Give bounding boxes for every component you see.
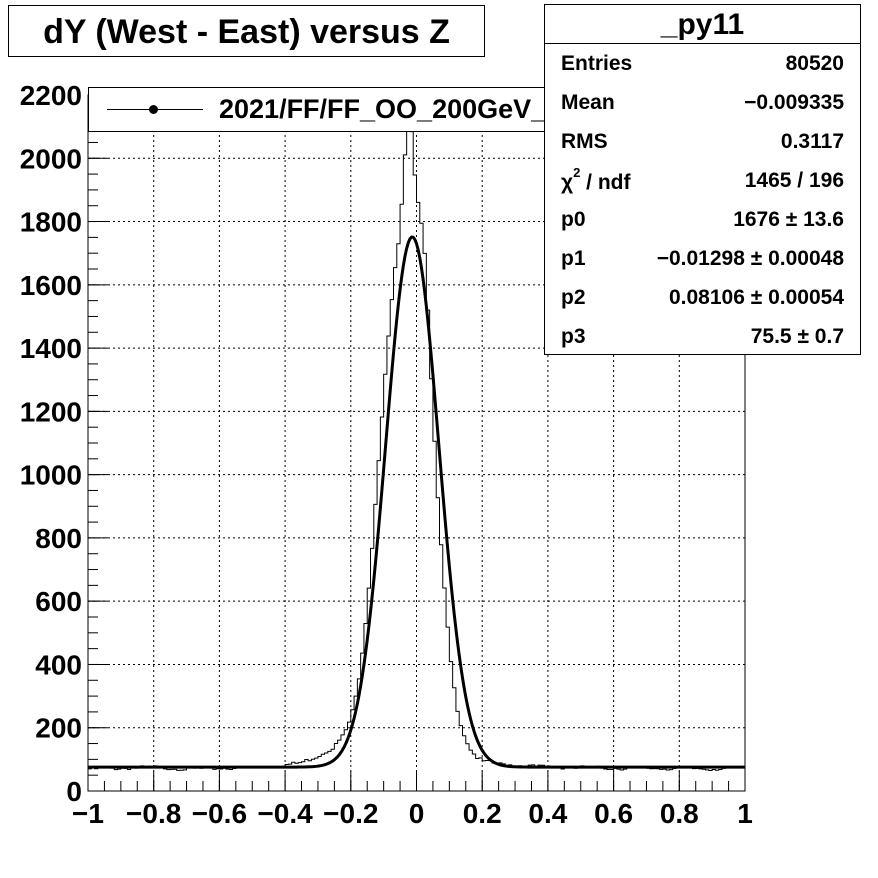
stats-row: p3 75.5 ± 0.7 bbox=[561, 325, 844, 355]
stats-value: −0.01298 ± 0.00048 bbox=[656, 247, 844, 270]
stats-key-suffix: / ndf bbox=[580, 171, 631, 194]
x-tick-label: −1 bbox=[72, 798, 104, 829]
fit-curve-series bbox=[88, 235, 745, 769]
chart-title: dY (West - East) versus Z bbox=[43, 13, 450, 51]
stats-key: p2 bbox=[561, 286, 586, 309]
x-tick-label: 0.8 bbox=[660, 798, 699, 829]
legend: 2021/FF/FF_OO_200GeV_2021 bbox=[88, 87, 614, 132]
stats-divider bbox=[545, 43, 860, 44]
fit-curve bbox=[88, 235, 745, 769]
stats-row: p2 0.08106 ± 0.00054 bbox=[561, 286, 844, 316]
stats-row: p1 −0.01298 ± 0.00048 bbox=[561, 247, 844, 277]
stats-row: RMS 0.3117 bbox=[561, 130, 844, 160]
stats-value: 1676 ± 13.6 bbox=[733, 208, 844, 231]
y-tick-label: 1800 bbox=[20, 207, 82, 238]
stats-row: p0 1676 ± 13.6 bbox=[561, 208, 844, 238]
stats-key: p0 bbox=[561, 208, 586, 231]
stats-value: 80520 bbox=[785, 52, 844, 75]
stats-row: χ2 / ndf 1465 / 196 bbox=[561, 165, 844, 199]
y-tick-label: 0 bbox=[66, 776, 82, 807]
chart-title-box: dY (West - East) versus Z bbox=[8, 5, 485, 57]
y-tick-label: 600 bbox=[35, 586, 82, 617]
y-tick-label: 800 bbox=[35, 523, 82, 554]
x-tick-label: 1 bbox=[737, 798, 753, 829]
stats-title: _py11 bbox=[660, 8, 745, 41]
stats-key: χ2 / ndf bbox=[561, 165, 631, 194]
x-tick-label: 0.2 bbox=[463, 798, 502, 829]
stats-value: 0.3117 bbox=[780, 130, 844, 153]
y-tick-label: 1200 bbox=[20, 396, 82, 427]
stats-value: 0.08106 ± 0.00054 bbox=[668, 286, 844, 309]
y-tick-label: 1600 bbox=[20, 270, 82, 301]
x-tick-label: 0.4 bbox=[528, 798, 567, 829]
stats-value: −0.009335 bbox=[744, 91, 844, 114]
y-tick-label: 1000 bbox=[20, 460, 82, 491]
x-tick-label: −0.4 bbox=[257, 798, 313, 829]
stats-key: p1 bbox=[561, 247, 586, 270]
stats-key: Entries bbox=[561, 52, 633, 75]
stats-row: Mean −0.009335 bbox=[561, 91, 844, 121]
y-tick-label: 400 bbox=[35, 649, 82, 680]
stats-row: Entries 80520 bbox=[561, 52, 844, 82]
x-tick-label: 0 bbox=[409, 798, 425, 829]
stats-key: Mean bbox=[561, 91, 615, 114]
y-tick-label: 200 bbox=[35, 713, 82, 744]
stats-value: 75.5 ± 0.7 bbox=[750, 325, 844, 348]
y-tick-label: 2200 bbox=[20, 80, 82, 111]
legend-marker-icon bbox=[149, 105, 158, 114]
stats-value: 1465 / 196 bbox=[744, 169, 844, 192]
x-tick-label: −0.6 bbox=[192, 798, 247, 829]
stats-box: _py11 Entries 80520 Mean −0.009335 RMS 0.3117… bbox=[544, 4, 861, 355]
legend-label: 2021/FF/FF_OO_200GeV_2021 bbox=[219, 94, 607, 124]
stats-key-superscript: 2 bbox=[573, 165, 581, 180]
stats-key: p3 bbox=[561, 325, 586, 348]
y-tick-label: 1400 bbox=[20, 333, 82, 364]
x-tick-label: −0.8 bbox=[126, 798, 181, 829]
stats-key: RMS bbox=[561, 130, 608, 153]
axes: −1 −0.8 −0.6 −0.4 −0.2 0 0.2 0.4 0.6 0.8 1 0 200 400 6… bbox=[20, 80, 753, 829]
y-tick-label: 2000 bbox=[20, 143, 82, 174]
x-tick-label: −0.2 bbox=[323, 798, 378, 829]
x-tick-label: 0.6 bbox=[594, 798, 633, 829]
